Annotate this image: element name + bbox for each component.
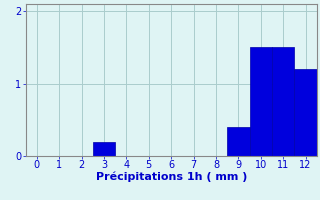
Bar bbox=[294, 69, 317, 156]
Bar bbox=[93, 142, 115, 156]
Bar bbox=[250, 47, 272, 156]
X-axis label: Précipitations 1h ( mm ): Précipitations 1h ( mm ) bbox=[95, 172, 247, 182]
Bar bbox=[227, 127, 250, 156]
Bar bbox=[272, 47, 294, 156]
